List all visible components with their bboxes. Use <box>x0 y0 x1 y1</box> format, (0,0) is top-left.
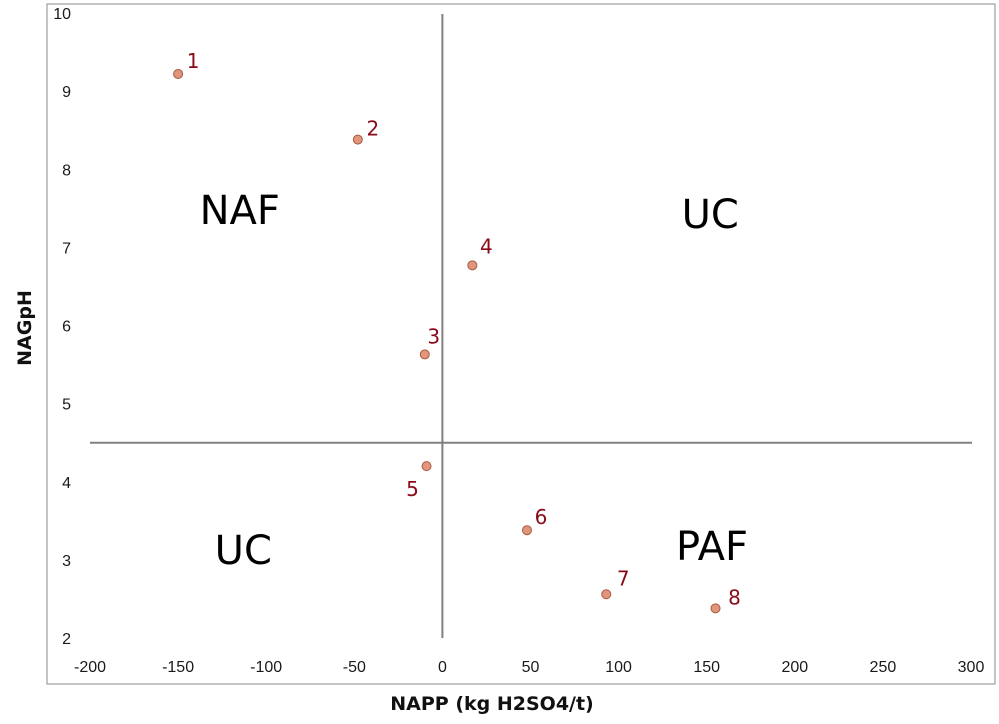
x-tick-label: -150 <box>162 659 194 676</box>
x-tick-label: 150 <box>693 659 720 676</box>
y-tick-label: 6 <box>62 319 71 336</box>
y-tick-label: 10 <box>53 6 71 23</box>
data-point <box>710 603 721 614</box>
region-label: NAF <box>200 188 280 234</box>
data-points <box>173 68 721 614</box>
x-tick-label: 200 <box>781 659 808 676</box>
x-tick-label: -100 <box>250 659 282 676</box>
data-point <box>601 589 612 600</box>
y-tick-label: 9 <box>62 84 71 101</box>
point-label: 5 <box>406 477 419 501</box>
quadrant-dividers <box>90 14 972 638</box>
region-labels: NAF UC UC PAF <box>200 188 748 574</box>
y-axis-title: NAGpH <box>14 290 36 366</box>
x-tick-label: 300 <box>958 659 985 676</box>
data-point <box>521 525 532 536</box>
y-axis-tick-labels: 2 3 4 5 6 7 8 9 10 <box>53 6 71 648</box>
y-tick-label: 4 <box>62 475 71 492</box>
x-tick-label: 100 <box>605 659 632 676</box>
region-label: PAF <box>676 524 748 570</box>
point-label: 3 <box>427 324 440 348</box>
y-tick-label: 8 <box>62 162 71 179</box>
data-point <box>467 260 478 271</box>
data-point <box>419 349 430 360</box>
y-tick-label: 3 <box>62 553 71 570</box>
point-label: 7 <box>617 566 630 590</box>
plot-area-border <box>46 3 996 685</box>
point-label: 2 <box>366 117 379 141</box>
data-point <box>421 461 432 472</box>
point-labels: 1 2 3 4 5 6 7 8 <box>187 49 741 609</box>
x-tick-label: 0 <box>438 659 447 676</box>
y-tick-label: 7 <box>62 240 71 257</box>
region-label: UC <box>215 528 272 574</box>
x-tick-label: 50 <box>522 659 540 676</box>
x-axis-title: NAPP (kg H2SO4/t) <box>390 693 594 715</box>
point-label: 8 <box>728 585 741 609</box>
point-label: 1 <box>187 49 200 73</box>
x-tick-label: -50 <box>343 659 366 676</box>
data-point <box>173 68 184 79</box>
point-label: 6 <box>535 505 548 529</box>
y-tick-label: 5 <box>62 397 71 414</box>
data-point <box>352 134 363 145</box>
x-axis-tick-labels: -200 -150 -100 -50 0 50 100 150 200 250 300 <box>74 659 984 676</box>
point-label: 4 <box>480 234 493 258</box>
region-label: UC <box>682 192 739 238</box>
x-tick-label: 250 <box>870 659 897 676</box>
x-tick-label: -200 <box>74 659 106 676</box>
y-tick-label: 2 <box>62 631 71 648</box>
